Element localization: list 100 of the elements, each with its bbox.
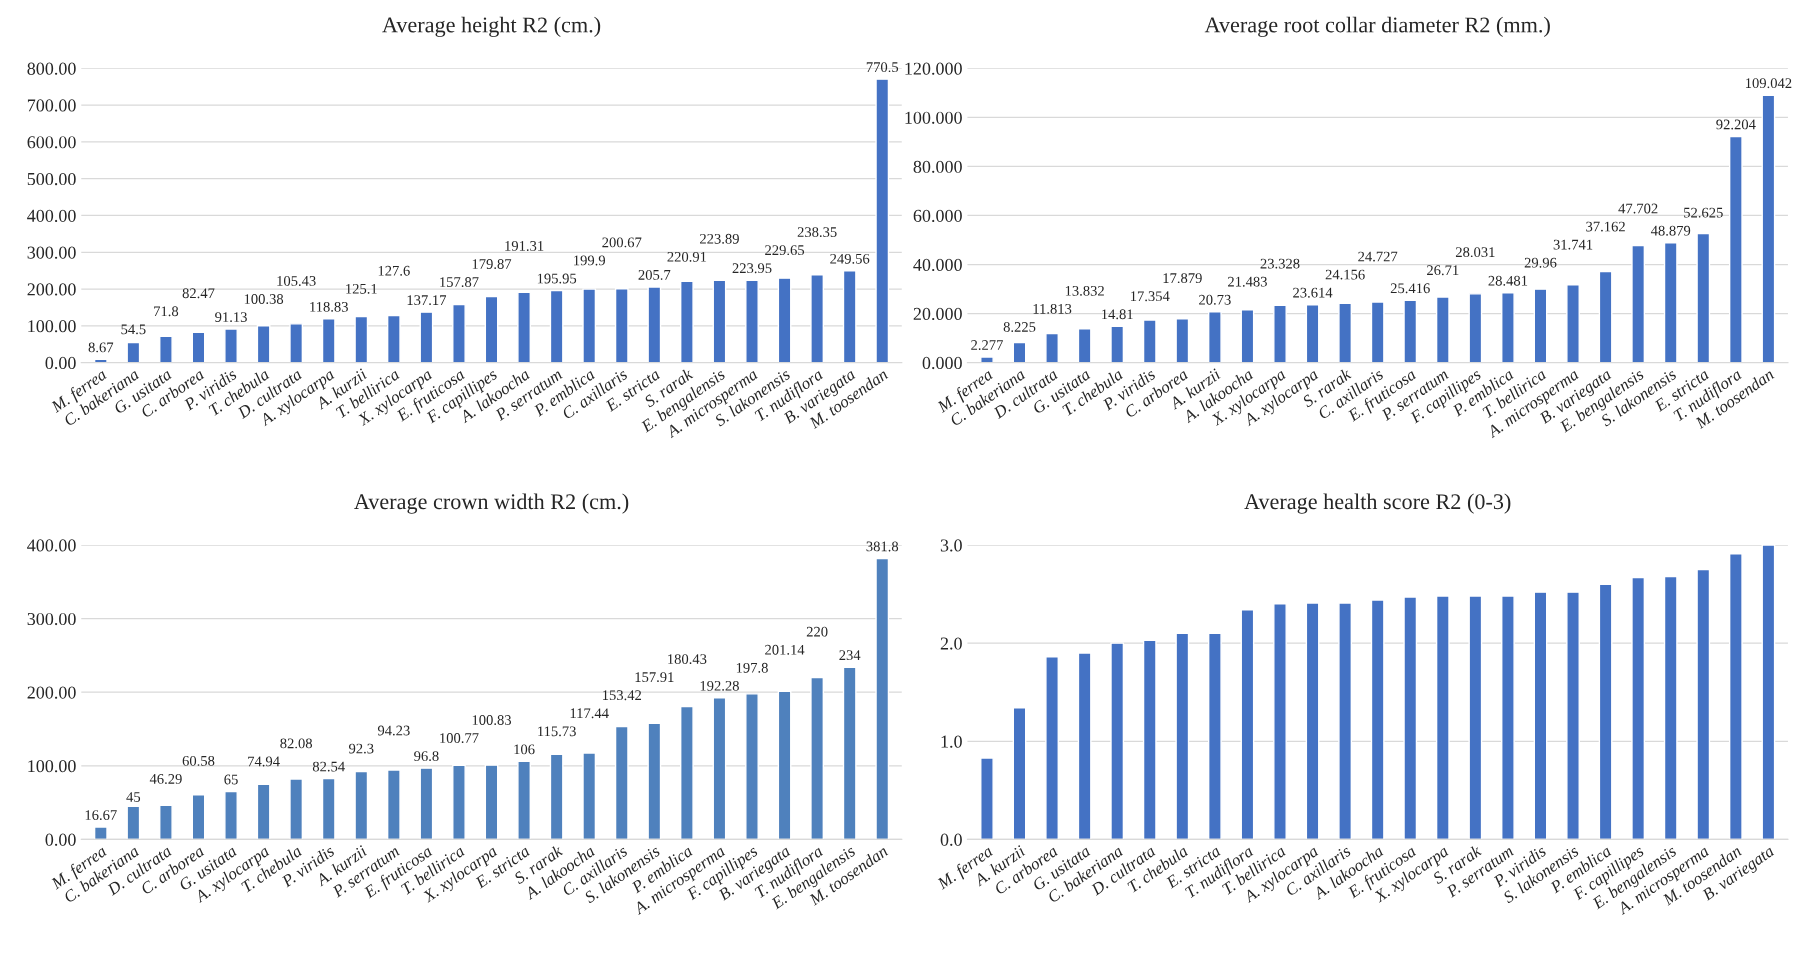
bar — [680, 705, 694, 840]
data-label: 223.95 — [732, 263, 772, 274]
data-label: 249.56 — [830, 253, 870, 264]
data-label: 92.3 — [349, 743, 374, 754]
bar — [1728, 553, 1743, 840]
bar — [1305, 602, 1320, 840]
bar — [1598, 270, 1613, 363]
bar — [582, 752, 597, 840]
chart-title: Average health score R2 (0-3) — [1244, 493, 1511, 514]
data-label: 21.483 — [1228, 276, 1267, 287]
y-tick-label: 1.0 — [941, 735, 962, 748]
data-label: 197.8 — [736, 662, 768, 673]
bar — [1501, 595, 1515, 840]
bar — [1501, 292, 1515, 363]
data-label: 100.77 — [440, 733, 479, 744]
bar — [386, 769, 401, 840]
y-tick-label: 200.00 — [27, 283, 76, 296]
bar — [321, 777, 336, 840]
bar — [1208, 632, 1222, 840]
bar — [354, 315, 369, 363]
data-label: 96.8 — [414, 751, 439, 762]
data-label: 48.879 — [1650, 225, 1691, 236]
bar — [777, 277, 792, 363]
bar — [321, 318, 336, 363]
bar — [1696, 568, 1711, 840]
y-tick-label: 300.00 — [27, 612, 76, 626]
data-label: 100.83 — [472, 715, 512, 725]
bar — [1761, 94, 1776, 363]
bar — [810, 676, 825, 840]
bar — [1077, 652, 1092, 840]
data-label: 28.481 — [1488, 275, 1528, 286]
bar — [289, 778, 304, 840]
data-label: 82.08 — [280, 738, 313, 749]
bar — [1175, 318, 1190, 363]
data-label: 8.225 — [1003, 322, 1036, 332]
data-label: 137.17 — [407, 295, 447, 306]
data-label: 74.94 — [248, 756, 280, 767]
y-tick-label: 40.000 — [913, 258, 962, 272]
data-label: 192.28 — [700, 680, 739, 691]
y-tick-label: 200.00 — [27, 686, 76, 699]
bar — [1208, 311, 1222, 363]
bar — [680, 280, 694, 363]
y-tick-label: 500.00 — [27, 172, 76, 186]
data-label: 13.832 — [1065, 285, 1104, 296]
data-label: 20.73 — [1199, 294, 1231, 305]
bar — [647, 286, 662, 363]
bar — [289, 323, 304, 363]
data-label: 92.204 — [1716, 119, 1756, 130]
data-label: 82.47 — [182, 288, 215, 299]
y-tick-label: 0.0 — [940, 833, 962, 846]
bar — [386, 314, 401, 363]
data-label: 229.65 — [765, 245, 805, 256]
bar — [1142, 639, 1157, 840]
data-label: 17.354 — [1130, 291, 1170, 302]
bar — [224, 328, 238, 363]
data-label: 105.43 — [277, 276, 316, 286]
data-label: 179.87 — [472, 259, 512, 269]
bar — [1273, 603, 1287, 840]
bar — [419, 311, 434, 363]
bar — [1370, 301, 1385, 363]
bar — [93, 826, 108, 840]
bar — [1533, 591, 1548, 840]
bar — [1142, 319, 1157, 363]
data-label: 24.156 — [1325, 269, 1365, 280]
data-label: 200.67 — [602, 237, 642, 248]
bar — [582, 288, 597, 363]
bar — [1468, 595, 1483, 840]
bar — [452, 303, 466, 363]
bar — [1273, 304, 1287, 363]
data-label: 37.162 — [1586, 221, 1625, 232]
bar — [549, 289, 564, 363]
bar — [1240, 309, 1255, 363]
bar — [842, 666, 857, 840]
y-tick-label: 700.00 — [27, 99, 76, 112]
bar — [810, 274, 825, 363]
bar — [1110, 325, 1125, 363]
data-label: 180.43 — [668, 654, 707, 665]
data-label: 60.58 — [182, 755, 215, 766]
bar — [126, 341, 141, 363]
y-tick-label: 800.00 — [27, 62, 76, 75]
y-tick-label: 80.000 — [913, 160, 962, 173]
bar — [712, 697, 727, 840]
bar — [875, 78, 890, 363]
data-label: 191.31 — [505, 241, 544, 251]
y-tick-label: 100.00 — [28, 320, 76, 333]
bar — [1728, 135, 1743, 363]
data-label: 11.813 — [1033, 303, 1072, 314]
bar — [517, 291, 531, 363]
data-label: 201.14 — [765, 644, 805, 655]
bar — [777, 690, 792, 840]
data-label: 106 — [514, 744, 535, 755]
bar — [1663, 575, 1678, 840]
bar — [256, 324, 271, 363]
bar — [875, 557, 890, 840]
data-label: 770.5 — [866, 62, 899, 73]
data-label: 29.96 — [1524, 257, 1557, 268]
bar — [1663, 242, 1678, 363]
bar — [1045, 332, 1059, 363]
bar — [745, 693, 759, 840]
data-label: 25.416 — [1390, 283, 1430, 294]
